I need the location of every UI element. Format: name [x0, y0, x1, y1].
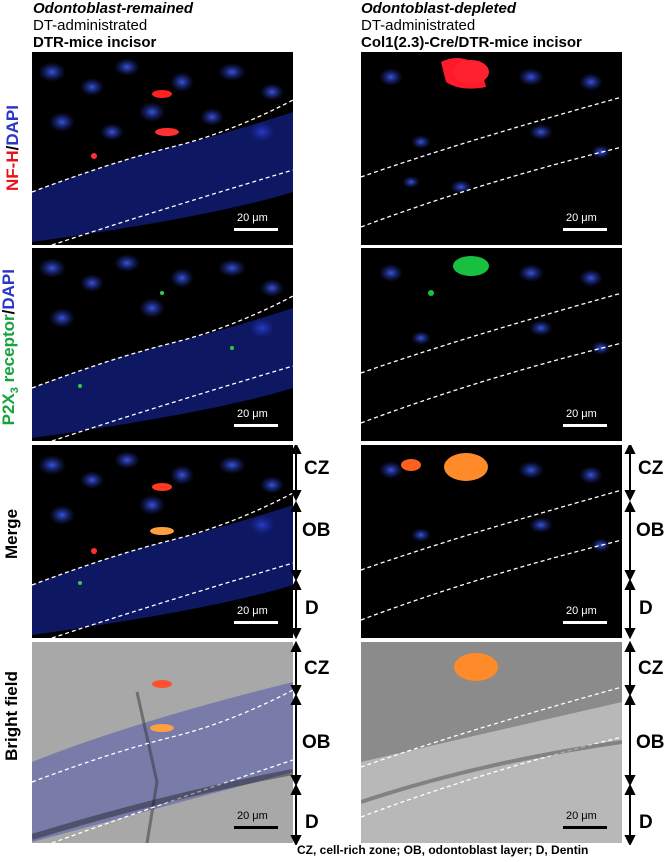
scale-bar-label: 20 μm [237, 408, 268, 420]
panel-p2x-remained: 20 μm [32, 248, 293, 441]
label-sub: 3 [9, 387, 22, 394]
scale-bar-label: 20 μm [237, 605, 268, 617]
column-title: Odontoblast-remained [33, 0, 194, 17]
label-green-b: receptor [0, 314, 18, 388]
column-model: Col1(2.3)-Cre/DTR-mice incisor [361, 34, 582, 51]
column-header-left: Odontoblast-remained DT-administrated DT… [33, 0, 193, 51]
zone-cz: CZ [304, 658, 330, 679]
scale-bar-label: 20 μm [566, 810, 597, 822]
label-sep: / [3, 145, 22, 151]
column-model: DTR-mice incisor [33, 34, 157, 51]
scale-bar-label: 20 μm [237, 810, 268, 822]
zone-cz: CZ [638, 458, 664, 479]
column-subtitle: DT-administrated [33, 17, 148, 34]
zone-ob: OB [636, 520, 665, 541]
panel-nfh-depleted: 20 μm [361, 52, 622, 245]
scale-bar-label: 20 μm [566, 605, 597, 617]
panel-nfh-remained: 20 μm [32, 52, 293, 245]
scale-bar-label: 20 μm [566, 212, 597, 224]
zone-ob: OB [302, 732, 331, 753]
zone-d: D [639, 812, 653, 833]
zone-d: D [305, 812, 319, 833]
row-label-bright: Bright field [2, 671, 21, 761]
scale-bar-label: 20 μm [566, 408, 597, 420]
label-sep: / [0, 309, 18, 315]
column-subtitle: DT-administrated [361, 17, 476, 34]
zone-ob: OB [302, 520, 331, 541]
column-header-right: Odontoblast-depleted DT-administrated Co… [361, 0, 582, 51]
zone-cz: CZ [638, 658, 664, 679]
panel-bright-remained: 20 μm [32, 642, 293, 843]
figure-footnote: CZ, cell-rich zone; OB, odontoblast laye… [297, 843, 589, 857]
row-label-p2x: P2X3 receptor/DAPI [0, 247, 21, 447]
panel-p2x-depleted: 20 μm [361, 248, 622, 441]
zone-ob: OB [636, 732, 665, 753]
zone-brackets-right [624, 445, 636, 845]
column-title: Odontoblast-depleted [361, 0, 516, 17]
label-red: NF-H [3, 150, 22, 191]
panel-merge-remained: 20 μm [32, 445, 293, 638]
row-label-merge: Merge [2, 508, 21, 560]
row-label-nfh: NF-H/DAPI [3, 93, 23, 203]
label-green: P2X [0, 393, 18, 426]
scale-bar-label: 20 μm [237, 212, 268, 224]
panel-merge-depleted: 20 μm [361, 445, 622, 638]
zone-d: D [305, 598, 319, 619]
zone-brackets-left [290, 445, 302, 845]
zone-cz: CZ [304, 458, 330, 479]
label-blue: DAPI [3, 105, 22, 146]
panel-bright-depleted: 20 μm [361, 642, 622, 843]
zone-d: D [639, 598, 653, 619]
label-blue: DAPI [0, 269, 18, 310]
